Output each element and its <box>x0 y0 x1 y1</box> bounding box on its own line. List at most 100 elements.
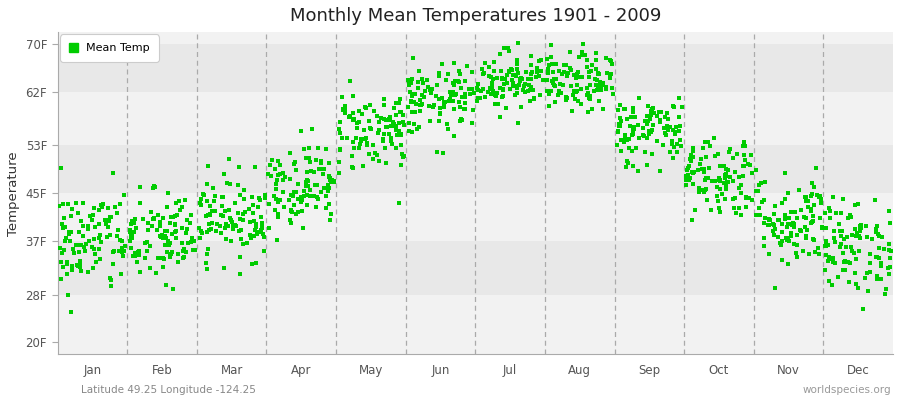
Point <box>299 154 313 161</box>
Legend: Mean Temp: Mean Temp <box>63 38 156 59</box>
Point <box>540 88 554 94</box>
Point <box>532 73 546 80</box>
Point <box>207 198 221 204</box>
Point <box>833 210 848 217</box>
Point <box>591 71 606 77</box>
Point <box>454 94 469 100</box>
Point <box>842 212 857 218</box>
Point <box>667 104 681 110</box>
Point <box>88 251 103 257</box>
Point <box>203 210 218 217</box>
Point <box>856 306 870 312</box>
Point <box>140 227 155 234</box>
Point <box>376 138 391 144</box>
Point <box>385 118 400 125</box>
Point <box>185 235 200 242</box>
Point <box>533 92 547 98</box>
Point <box>698 177 713 183</box>
Point <box>275 170 290 177</box>
Point <box>243 235 257 241</box>
Point <box>440 121 454 127</box>
Point <box>375 136 390 142</box>
Point <box>796 214 811 220</box>
Point <box>534 57 548 63</box>
Point <box>672 114 687 120</box>
Point <box>299 179 313 185</box>
Point <box>154 234 168 240</box>
Point <box>869 273 884 279</box>
Point <box>388 122 402 129</box>
Point <box>396 112 410 118</box>
Point <box>775 228 789 235</box>
Point <box>784 209 798 215</box>
Point <box>470 84 484 91</box>
Point <box>739 195 753 201</box>
Point <box>201 212 215 219</box>
Point <box>713 178 727 184</box>
Point <box>372 119 386 125</box>
Point <box>350 120 365 126</box>
Point <box>247 218 261 224</box>
Point <box>695 166 709 172</box>
Point <box>549 60 563 67</box>
Point <box>354 137 368 144</box>
Point <box>200 198 214 204</box>
Point <box>506 72 520 78</box>
Point <box>572 74 586 80</box>
Point <box>583 68 598 74</box>
Point <box>373 158 387 164</box>
Point <box>553 81 567 87</box>
Point <box>542 61 556 68</box>
Point <box>666 154 680 161</box>
Point <box>232 216 247 222</box>
Point <box>482 64 496 70</box>
Point <box>650 138 664 144</box>
Point <box>569 89 583 95</box>
Point <box>122 237 137 244</box>
Point <box>682 175 697 181</box>
Point <box>402 81 417 88</box>
Point <box>718 184 733 190</box>
Point <box>640 118 654 124</box>
Point <box>671 95 686 101</box>
Point <box>363 102 377 108</box>
Point <box>291 180 305 187</box>
Point <box>172 198 186 204</box>
Point <box>220 180 235 186</box>
Point <box>825 194 840 200</box>
Point <box>826 259 841 266</box>
Point <box>447 78 462 84</box>
Point <box>377 95 392 102</box>
Point <box>364 126 378 132</box>
Point <box>238 209 252 215</box>
Point <box>89 258 104 265</box>
Point <box>512 78 526 84</box>
Point <box>229 222 243 229</box>
Point <box>765 228 779 234</box>
Point <box>773 240 788 246</box>
Point <box>698 153 713 160</box>
Point <box>632 135 646 141</box>
Point <box>626 129 640 135</box>
Point <box>574 49 589 55</box>
Point <box>392 120 406 126</box>
Point <box>107 204 122 210</box>
Point <box>631 122 645 128</box>
Point <box>202 212 217 218</box>
Point <box>446 106 461 112</box>
Point <box>767 232 781 238</box>
Point <box>788 209 802 215</box>
Point <box>718 175 733 181</box>
Point <box>768 284 782 291</box>
Point <box>653 117 668 123</box>
Point <box>572 54 586 60</box>
Point <box>612 122 626 129</box>
Point <box>758 179 772 185</box>
Point <box>133 200 148 206</box>
Point <box>814 224 829 231</box>
Point <box>106 261 121 268</box>
Point <box>200 229 214 235</box>
Point <box>487 59 501 66</box>
Point <box>215 194 230 201</box>
Point <box>536 76 550 83</box>
